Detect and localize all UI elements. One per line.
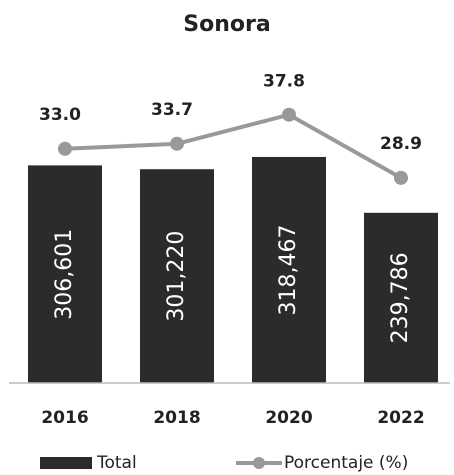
bar-value-label: 301,220 <box>164 231 189 322</box>
x-tick-label: 2016 <box>41 408 88 428</box>
line-marker <box>58 141 72 156</box>
chart-title: Sonora <box>183 12 270 37</box>
x-tick-label: 2022 <box>377 408 424 428</box>
bar <box>252 156 326 383</box>
bar-value-label: 239,786 <box>388 252 413 343</box>
line-marker <box>394 170 408 185</box>
line-marker <box>170 136 184 151</box>
line <box>64 112 402 180</box>
legend-label: Total <box>96 453 137 473</box>
bar-value-label: 306,601 <box>52 229 77 320</box>
bar <box>364 212 438 383</box>
line-value-label: 37.8 <box>263 72 305 92</box>
legend-swatch <box>253 457 265 469</box>
line-value-label: 28.9 <box>380 134 422 154</box>
x-tick-label: 2018 <box>153 408 200 428</box>
line-value-label: 33.0 <box>39 105 81 125</box>
legend-label: Porcentaje (%) <box>284 453 408 473</box>
line-value-label: 33.7 <box>151 100 193 120</box>
legend-swatch <box>40 457 92 469</box>
line-marker <box>282 107 296 122</box>
bar <box>140 169 214 383</box>
x-tick-label: 2020 <box>265 408 312 428</box>
bar <box>28 165 102 383</box>
bar-value-label: 318,467 <box>276 224 301 315</box>
